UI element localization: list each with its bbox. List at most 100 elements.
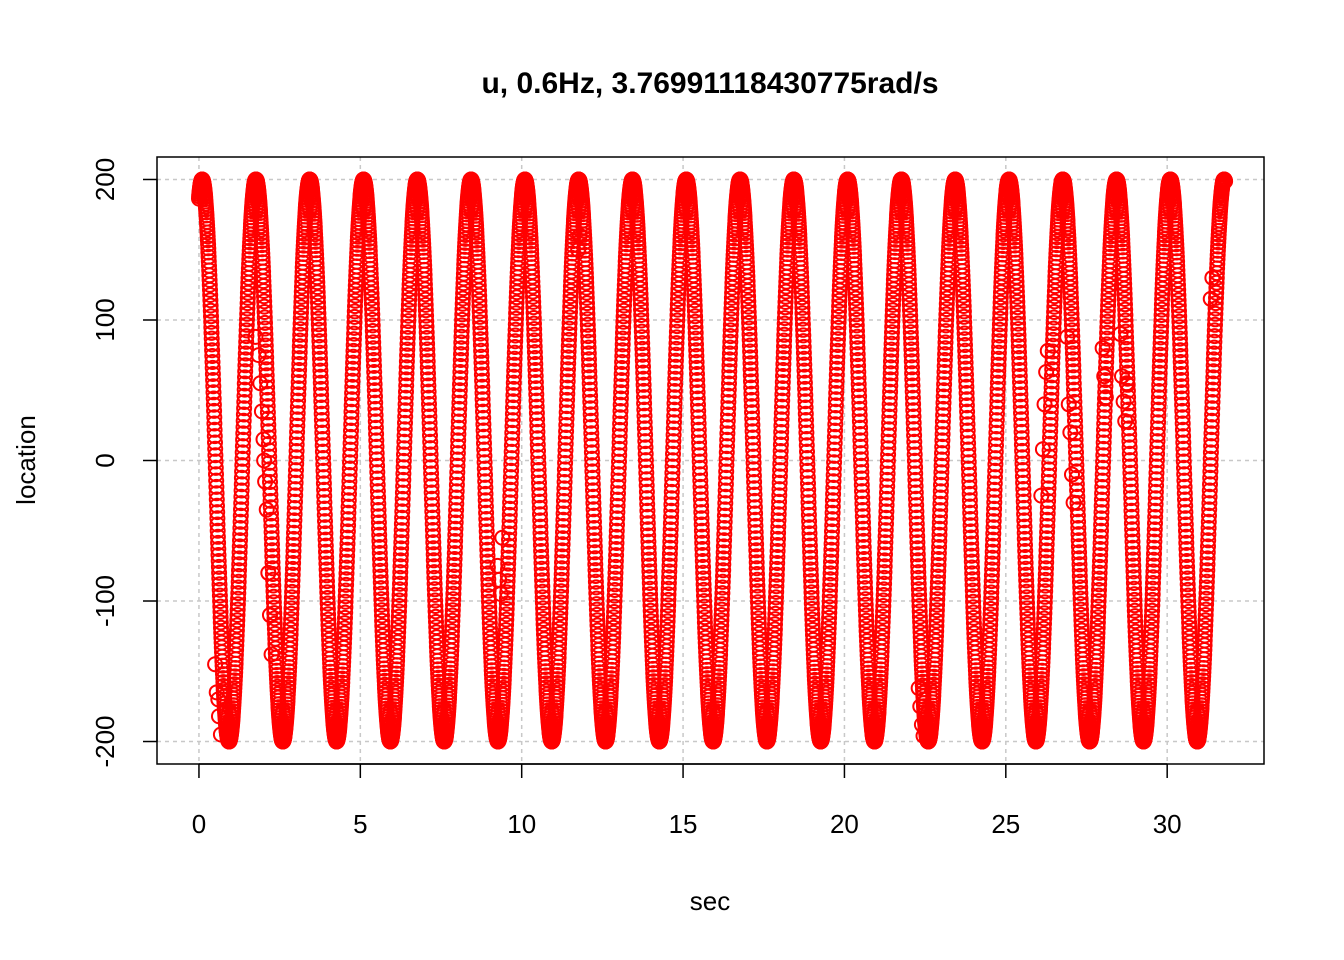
data-point <box>284 583 301 600</box>
data-point <box>285 543 302 559</box>
data-point <box>420 371 437 388</box>
data-point <box>259 404 276 421</box>
data-point <box>391 581 408 598</box>
data-point <box>286 500 303 516</box>
data-point <box>309 284 326 301</box>
data-point <box>232 520 249 536</box>
data-point <box>426 575 443 592</box>
data-point <box>256 309 273 326</box>
data-point <box>210 558 227 575</box>
data-point <box>399 335 416 352</box>
data-point <box>282 616 299 633</box>
data-point <box>206 415 223 432</box>
data-point <box>391 592 408 609</box>
data-point <box>237 357 254 374</box>
data-point <box>293 304 309 321</box>
data-point <box>336 625 353 642</box>
data-point <box>339 541 356 558</box>
data-point <box>261 448 278 465</box>
data-point <box>345 331 362 348</box>
data-point <box>393 522 410 539</box>
data-point <box>338 559 355 576</box>
data-point <box>391 587 408 603</box>
data-point <box>309 274 326 291</box>
data-point <box>266 615 283 632</box>
data-point <box>342 441 359 458</box>
data-point <box>314 443 331 460</box>
data-point <box>392 564 409 581</box>
data-point <box>292 332 308 349</box>
data-point <box>392 575 408 592</box>
data-point <box>311 338 328 355</box>
data-point <box>264 554 281 571</box>
data-point <box>310 316 327 333</box>
data-point <box>345 342 362 359</box>
data-point <box>423 484 440 501</box>
data-point <box>201 272 218 288</box>
data-point <box>205 396 222 413</box>
data-point <box>210 547 227 563</box>
data-point <box>373 591 390 608</box>
data-point <box>419 335 436 352</box>
data-point <box>289 398 306 415</box>
data-point <box>202 287 219 303</box>
data-point <box>338 553 355 570</box>
data-point <box>287 474 304 491</box>
data-point <box>367 394 384 411</box>
chart-title: u, 0.6Hz, 3.76991118430775rad/s <box>481 67 938 100</box>
data-point <box>417 296 434 313</box>
data-point <box>310 294 326 311</box>
data-point <box>264 542 281 559</box>
data-point <box>394 503 411 520</box>
data-point <box>363 295 380 312</box>
data-point <box>264 548 281 565</box>
data-point <box>287 493 303 510</box>
data-point <box>234 463 251 480</box>
data-point <box>238 328 255 345</box>
data-point <box>400 296 417 313</box>
data-point <box>312 374 329 391</box>
data-point <box>235 412 252 429</box>
data-point <box>395 478 412 495</box>
data-point <box>316 488 333 504</box>
data-point <box>208 491 225 508</box>
data-point <box>318 543 334 560</box>
data-point <box>284 572 301 589</box>
data-point <box>365 346 382 363</box>
data-point <box>427 592 444 609</box>
data-point <box>229 617 246 634</box>
data-point <box>340 498 357 515</box>
data-point <box>288 443 305 459</box>
data-point <box>418 313 435 330</box>
data-point <box>337 582 354 599</box>
data-point <box>370 489 387 506</box>
data-point <box>238 316 255 333</box>
data-point <box>342 435 359 452</box>
data-point <box>310 299 327 316</box>
data-point <box>390 608 407 625</box>
data-point <box>341 473 358 490</box>
data-point <box>288 449 305 466</box>
data-point <box>236 381 253 398</box>
data-point <box>372 574 389 591</box>
data-point <box>369 483 386 500</box>
data-point <box>368 432 385 449</box>
data-point <box>422 440 439 457</box>
data-point <box>208 485 225 502</box>
data-point <box>289 411 306 428</box>
data-point <box>364 311 381 328</box>
data-point <box>287 487 304 504</box>
data-point <box>293 299 310 316</box>
data-point <box>427 603 444 620</box>
data-point <box>365 352 382 368</box>
data-point <box>343 416 360 433</box>
data-point <box>371 520 387 537</box>
data-point <box>395 459 412 476</box>
data-point <box>422 452 439 469</box>
data-point <box>210 553 227 569</box>
data-point <box>391 603 407 620</box>
data-point <box>235 431 252 448</box>
data-point <box>237 369 253 386</box>
data-point <box>396 421 413 438</box>
